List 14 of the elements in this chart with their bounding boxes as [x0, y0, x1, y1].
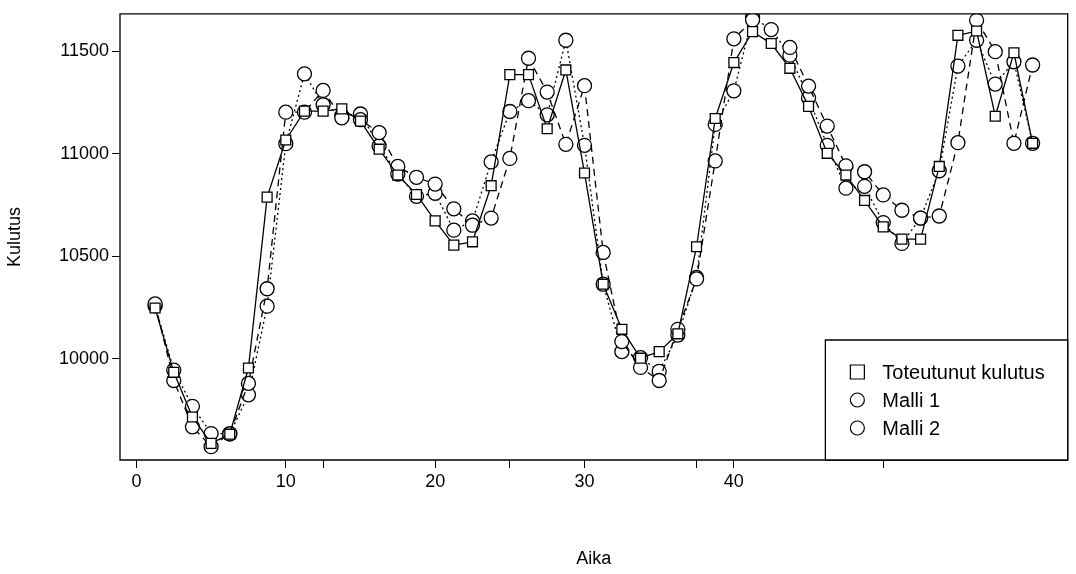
y-tick-label: 11000 — [60, 142, 109, 163]
legend-label: Malli 2 — [882, 416, 941, 439]
x-tick-label: 30 — [574, 470, 595, 491]
y-tick-label: 10000 — [58, 347, 109, 368]
y-tick-label: 11500 — [60, 40, 109, 61]
x-tick-label: 0 — [131, 470, 142, 491]
legend-label: Malli 1 — [882, 388, 941, 411]
x-tick-label: 40 — [723, 470, 744, 491]
x-axis-title: Aika — [576, 548, 613, 569]
y-tick-label: 10500 — [58, 245, 109, 266]
y-axis-title: Kulutus — [3, 206, 24, 267]
x-tick-label: 20 — [425, 470, 446, 491]
x-tick-label: 10 — [275, 470, 296, 491]
legend-label: Toteutunut kulutus — [882, 360, 1045, 383]
